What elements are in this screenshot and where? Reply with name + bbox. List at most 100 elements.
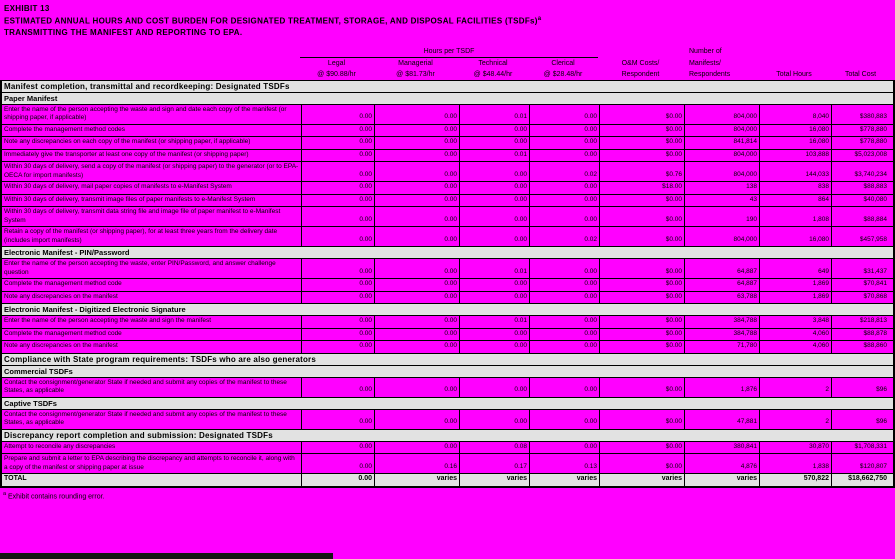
column-header-technical: Technical [478,59,508,67]
table-row: Enter the name of the person accepting t… [2,259,893,280]
cell-value: 0.00 [529,409,599,429]
cell-value: 0.00 [374,162,459,182]
cell-value: $18.00 [599,182,684,194]
cell-value: $0.00 [599,259,684,279]
column-header-om-respondent: Respondent [621,70,660,78]
cell-value: 144,033 [759,162,831,182]
table-header: Hours per TSDF Number of Legal Manageria… [0,46,895,80]
cell-value: $88,860 [831,341,889,353]
row-label: Note any discrepancies on each copy of t… [4,138,251,146]
table-row: Within 30 days of delivery, transmit ima… [2,194,893,208]
cell-value: $88,884 [831,207,889,227]
cell-value: $0.00 [599,328,684,341]
cell-value: 0.01 [459,104,529,124]
cell-value: 1,876 [684,377,759,397]
cell-value: $380,883 [831,104,889,124]
cell-value: varies [684,474,759,486]
row-label: Within 30 days of delivery, transmit ima… [4,195,256,203]
cell-value: 4,060 [759,328,831,341]
subsection-header: Captive TSDFs [2,397,893,410]
cell-value: 0.00 [301,474,374,486]
cell-value: 0.00 [374,441,459,454]
cell-value: 0.00 [374,377,459,397]
row-label: Within 30 days of delivery, send a copy … [4,163,299,179]
cell-value: 0.00 [301,137,374,149]
cell-value: 0.00 [374,328,459,341]
cell-value: 0.00 [374,279,459,291]
cell-value: 0.00 [529,207,599,227]
subsection-header: Commercial TSDFs [2,365,893,378]
exhibit-title-text: ESTIMATED ANNUAL HOURS AND COST BURDEN F… [4,16,538,26]
cell-value: $0.00 [599,316,684,328]
cell-value: $0.00 [599,341,684,353]
cell-value: 0.00 [374,149,459,162]
cell-value: 0.01 [459,149,529,162]
cell-value: $0.00 [599,377,684,397]
column-header-number-l1: Number of [689,47,722,55]
header-row-group: Hours per TSDF Number of [0,46,895,58]
table-row: Within 30 days of delivery, transmit dat… [2,207,893,228]
column-header-number-l2: Manifests/ [689,59,721,67]
cell-value: varies [459,474,529,486]
cell-value: 0.00 [459,341,529,353]
row-label: Complete the management method code [4,280,122,288]
cell-value: 0.00 [459,162,529,182]
cell-value: 0.00 [459,227,529,247]
cell-value: $31,437 [831,259,889,279]
cell-value: 384,788 [684,328,759,341]
cell-value: 16,080 [759,137,831,149]
table-row: Contact the consignment/generator State … [2,377,893,398]
column-rate-clerical: @ $28.48/hr [543,70,583,78]
cell-value: 0.00 [374,182,459,194]
row-label: Note any discrepancies on the manifest [4,292,118,300]
cell-value: 841,814 [684,137,759,149]
cell-value: 0.00 [374,259,459,279]
cell-value: 838 [759,182,831,194]
column-header-legal: Legal [327,59,346,67]
cell-value: 0.00 [301,291,374,304]
footnote: a Exhibit contains rounding error. [0,488,895,501]
cell-value: 380,841 [684,441,759,454]
total-row: TOTAL 0.00 varies varies varies varies varies 5… [2,474,893,486]
cell-value: 0.00 [301,316,374,328]
cell-value: 0.00 [374,207,459,227]
cell-value: 0.01 [459,316,529,328]
row-label: Complete the management method codes [4,125,126,133]
row-label: Contact the consignment/generator State … [4,378,287,395]
row-label: Within 30 days of delivery, transmit dat… [4,208,281,224]
cell-value: 64,887 [684,279,759,291]
cell-value: 0.08 [459,441,529,454]
cell-value: $96 [831,409,889,429]
table-body: Manifest completion, transmittal and rec… [0,79,895,488]
cell-value: 0.00 [529,328,599,341]
cell-value: $3,740,234 [831,162,889,182]
cell-value: $0.00 [599,149,684,162]
cell-value: 0.02 [529,162,599,182]
cell-value: $0.00 [599,227,684,247]
column-rate-managerial: @ $81.73/hr [396,70,435,78]
cell-value: 103,888 [759,149,831,162]
exhibit-subtitle-line: TRANSMITTING THE MANIFEST AND REPORTING … [4,27,243,37]
bottom-scan-artifact-bar [0,553,333,559]
table-row: Note any discrepancies on the manifest 0.… [2,341,893,354]
cell-value: 0.00 [374,194,459,207]
cell-value: 0.00 [529,441,599,454]
table-row: Within 30 days of delivery, send a copy … [2,162,893,183]
cell-value: varies [599,474,684,486]
cell-value: 0.00 [301,182,374,194]
cell-value: 864 [759,194,831,207]
cell-value: 0.00 [529,124,599,137]
row-label: Enter the name of the person accepting t… [4,105,287,122]
cell-value: 0.00 [529,279,599,291]
cell-value: 0.00 [459,194,529,207]
cell-value: 0.00 [374,104,459,124]
cell-value: 0.00 [301,124,374,137]
cell-value: $40,080 [831,194,889,207]
table-row: Attempt to reconcile any discrepancies 0.… [2,441,893,455]
cell-value: 0.00 [374,227,459,247]
cell-value: $0.00 [599,441,684,454]
row-label: Within 30 days of delivery, mail paper c… [4,183,232,191]
exhibit-title-block: EXHIBIT 13 ESTIMATED ANNUAL HOURS AND CO… [0,0,895,38]
cell-value: 0.00 [529,341,599,353]
cell-value: 0.00 [529,291,599,304]
